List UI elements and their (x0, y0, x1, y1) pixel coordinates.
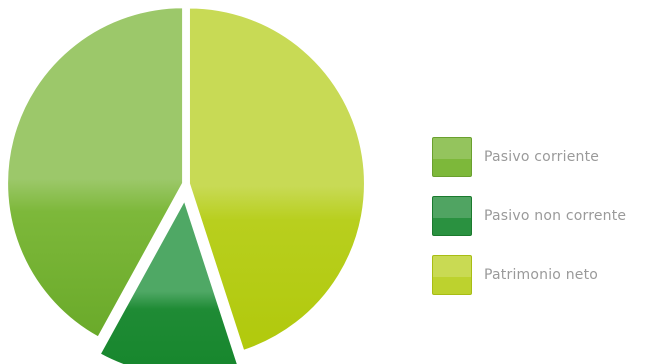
legend-swatch-pasivo-non-corriente (432, 196, 472, 236)
legend: Pasivo corriente Pasivo non corrente Pat… (432, 137, 626, 314)
legend-item-pasivo-non-corriente: Pasivo non corrente (432, 196, 626, 236)
legend-label-patrimonio-neto: Patrimonio neto (484, 267, 599, 283)
pie-slice-pasivo-corriente (6, 6, 185, 339)
pie-slice-patrimonio-neto (187, 6, 366, 353)
legend-swatch-pasivo-corriente (432, 137, 472, 177)
legend-label-pasivo-non-corriente: Pasivo non corrente (484, 208, 627, 224)
legend-item-pasivo-corriente: Pasivo corriente (432, 137, 626, 177)
legend-item-patrimonio-neto: Patrimonio neto (432, 255, 626, 295)
legend-label-pasivo-corriente: Pasivo corriente (484, 149, 600, 165)
pie-slice-pasivo-non-corrente (98, 197, 239, 364)
pie-slices (6, 6, 366, 364)
legend-swatch-patrimonio-neto (432, 255, 472, 295)
